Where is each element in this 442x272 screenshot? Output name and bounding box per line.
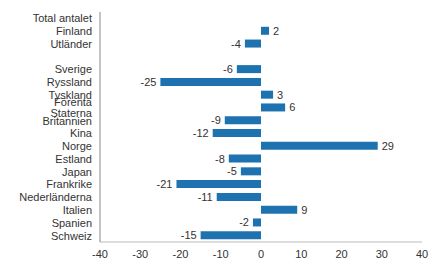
svg-text:Sverige: Sverige — [55, 63, 92, 75]
svg-text:20: 20 — [335, 248, 347, 260]
svg-text:40: 40 — [416, 248, 428, 260]
svg-text:-20: -20 — [173, 248, 189, 260]
svg-text:Frankrike: Frankrike — [46, 178, 92, 190]
svg-text:29: 29 — [382, 140, 394, 152]
svg-text:Spanien: Spanien — [52, 217, 92, 229]
svg-text:Ryssland: Ryssland — [47, 76, 92, 88]
svg-text:6: 6 — [289, 101, 295, 113]
svg-text:-12: -12 — [193, 127, 209, 139]
svg-text:9: 9 — [301, 204, 307, 216]
svg-text:Total antalet: Total antalet — [33, 12, 92, 24]
svg-text:Schweiz: Schweiz — [51, 230, 92, 242]
svg-text:-4: -4 — [231, 38, 241, 50]
svg-text:-15: -15 — [181, 229, 197, 241]
svg-text:Italien: Italien — [63, 204, 92, 216]
svg-text:-10: -10 — [213, 248, 229, 260]
svg-text:-5: -5 — [227, 165, 237, 177]
svg-text:-6: -6 — [223, 63, 233, 75]
svg-text:Utländer: Utländer — [50, 38, 92, 50]
svg-text:Finland: Finland — [56, 25, 92, 37]
svg-text:0: 0 — [258, 248, 264, 260]
svg-text:Nederländerna: Nederländerna — [19, 191, 93, 203]
svg-text:-30: -30 — [132, 248, 148, 260]
svg-text:Japan: Japan — [62, 166, 92, 178]
svg-text:-11: -11 — [198, 191, 213, 203]
svg-text:Kina: Kina — [70, 127, 93, 139]
svg-text:-25: -25 — [140, 76, 156, 88]
svg-text:-9: -9 — [211, 114, 221, 126]
svg-text:3: 3 — [277, 89, 283, 101]
svg-text:Britannien: Britannien — [42, 115, 92, 127]
svg-text:Norge: Norge — [62, 140, 92, 152]
svg-text:-2: -2 — [239, 216, 249, 228]
svg-text:Estland: Estland — [55, 153, 92, 165]
svg-text:2: 2 — [273, 25, 279, 37]
svg-text:10: 10 — [295, 248, 307, 260]
svg-text:-8: -8 — [215, 153, 225, 165]
svg-text:-21: -21 — [157, 178, 173, 190]
svg-text:-40: -40 — [92, 248, 108, 260]
svg-text:30: 30 — [376, 248, 388, 260]
